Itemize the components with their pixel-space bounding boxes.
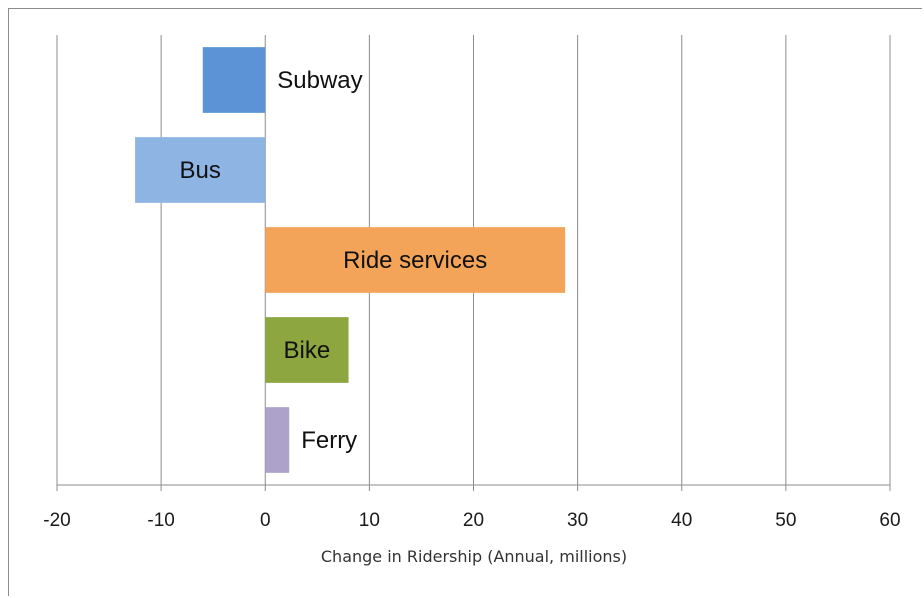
bar-ride-services (265, 227, 566, 293)
bar-labels: Subway Bus Ride services Bike Ferry (179, 67, 487, 454)
x-tick-label: 60 (879, 510, 900, 531)
chart-frame (8, 8, 922, 596)
x-tick-label: 30 (567, 510, 588, 531)
bar-label-subway: Subway (277, 67, 362, 94)
bar-bus (135, 137, 266, 203)
x-tick-label: 10 (359, 510, 380, 531)
bar-label-bus: Bus (179, 157, 220, 184)
bar-label-bike: Bike (284, 337, 331, 364)
x-axis-label: Change in Ridership (Annual, millions) (321, 547, 627, 566)
bar-ferry (265, 407, 290, 473)
x-tick-label: 40 (671, 510, 692, 531)
x-tick-label: 0 (260, 510, 271, 531)
bar-label-ferry: Ferry (301, 427, 357, 454)
bar-subway (202, 47, 266, 113)
x-axis-ticks: -20 -10 0 10 20 30 40 50 60 (43, 510, 900, 531)
x-tick-label: -10 (147, 510, 174, 531)
bar-label-ride-services: Ride services (343, 247, 487, 274)
x-tick-label: -20 (43, 510, 70, 531)
bar-bike (265, 317, 349, 383)
x-tick-label: 50 (775, 510, 796, 531)
bars (135, 47, 566, 473)
x-tick-label: 20 (463, 510, 484, 531)
